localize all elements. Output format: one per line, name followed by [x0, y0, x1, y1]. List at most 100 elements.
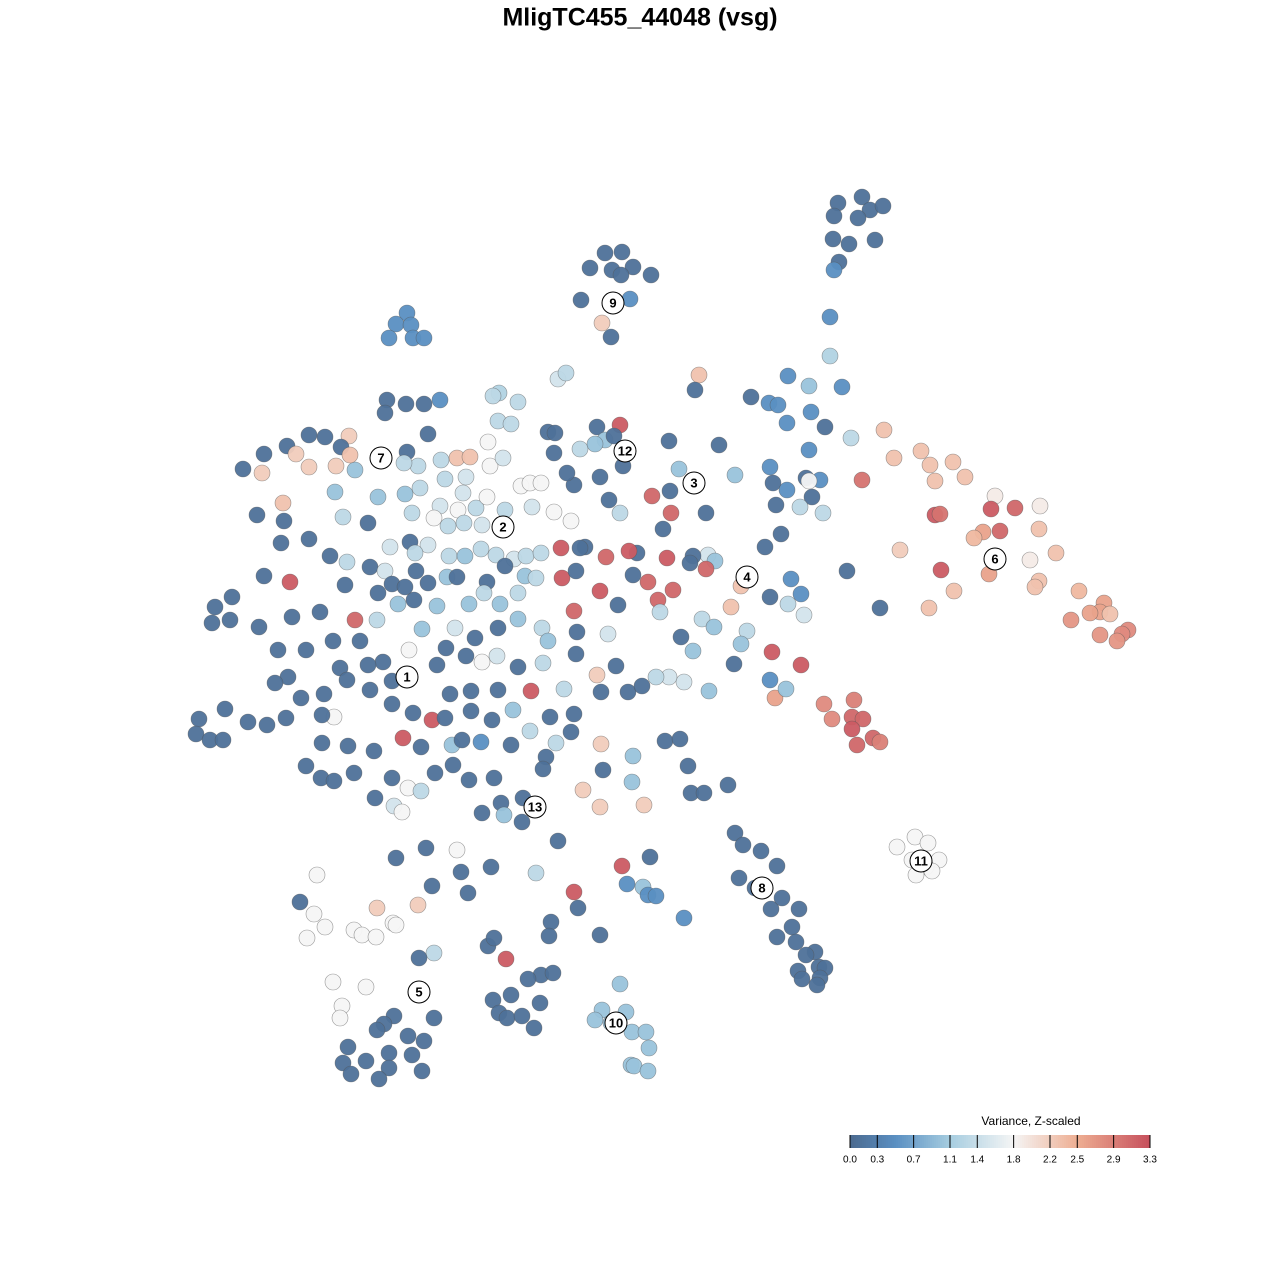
colorbar-tick-label: 1.4 [970, 1155, 984, 1166]
colorbar-segment [894, 1135, 897, 1148]
point [586, 435, 604, 453]
cluster-label: 12 [618, 443, 632, 458]
point [588, 666, 606, 684]
point [814, 504, 832, 522]
colorbar-segment [1092, 1135, 1095, 1148]
point [374, 653, 392, 671]
point [599, 625, 617, 643]
point [681, 554, 699, 572]
point [336, 576, 354, 594]
colorbar-segment [928, 1135, 931, 1148]
point [380, 1044, 398, 1062]
point [396, 578, 414, 596]
point [359, 656, 377, 674]
point [462, 702, 480, 720]
point [565, 883, 583, 901]
cluster-label: 13 [528, 799, 542, 814]
point [281, 573, 299, 591]
point [772, 525, 790, 543]
colorbar-segment [950, 1135, 953, 1148]
colorbar-segment [1102, 1135, 1105, 1148]
point [255, 567, 273, 585]
colorbar-segment [914, 1135, 917, 1148]
point [478, 488, 496, 506]
colorbar-segment [998, 1135, 1001, 1148]
point [277, 709, 295, 727]
colorbar-segment [1122, 1135, 1125, 1148]
point [368, 899, 386, 917]
point [380, 329, 398, 347]
cluster-label: 6 [991, 551, 998, 566]
point [640, 1039, 658, 1057]
point [821, 347, 839, 365]
point [546, 424, 564, 442]
point [482, 858, 500, 876]
point [525, 1019, 543, 1037]
point [791, 498, 809, 516]
point [255, 445, 273, 463]
colorbar-segment [856, 1135, 859, 1148]
point [387, 916, 405, 934]
point [440, 547, 458, 565]
point [756, 538, 774, 556]
point [602, 328, 620, 346]
point [394, 729, 412, 747]
point [419, 425, 437, 443]
point [405, 591, 423, 609]
colorbar-segment [996, 1135, 999, 1148]
cluster-marker [523, 795, 547, 819]
point [366, 789, 384, 807]
point [532, 474, 550, 492]
point [891, 541, 909, 559]
point [609, 596, 627, 614]
point [637, 1023, 655, 1041]
point [956, 468, 974, 486]
point [553, 569, 571, 587]
colorbar-tick-label: 2.9 [1107, 1155, 1121, 1166]
colorbar-segment [858, 1135, 861, 1148]
cluster-marker [909, 849, 933, 873]
point [346, 611, 364, 629]
colorbar-segment [1028, 1135, 1031, 1148]
colorbar-segment [880, 1135, 883, 1148]
point [357, 978, 375, 996]
colorbar-segment [1096, 1135, 1099, 1148]
point [413, 1062, 431, 1080]
colorbar-segment [1072, 1135, 1075, 1148]
colorbar-segment [868, 1135, 871, 1148]
colorbar-segment [944, 1135, 947, 1148]
point [324, 632, 342, 650]
colorbar-segment [970, 1135, 973, 1148]
point [489, 619, 507, 637]
point [618, 875, 636, 893]
colorbar-title: Variance, Z-scaled [981, 1114, 1080, 1128]
colorbar-segment [916, 1135, 919, 1148]
colorbar-segment [1148, 1135, 1151, 1148]
colorbar-segment [936, 1135, 939, 1148]
point [461, 448, 479, 466]
point [613, 857, 631, 875]
point [596, 244, 614, 262]
point [403, 1046, 421, 1064]
point [797, 946, 815, 964]
point [932, 561, 950, 579]
point [611, 504, 629, 522]
colorbar-segment [1058, 1135, 1061, 1148]
point [593, 314, 611, 332]
point [457, 647, 475, 665]
point [571, 440, 589, 458]
point [802, 403, 820, 421]
point [534, 760, 552, 778]
colorbar-segment [926, 1135, 929, 1148]
point [300, 530, 318, 548]
colorbar-segment [920, 1135, 923, 1148]
point [396, 485, 414, 503]
point [275, 512, 293, 530]
point [795, 606, 813, 624]
colorbar-segment [1086, 1135, 1089, 1148]
point [825, 207, 843, 225]
point [562, 512, 580, 530]
point [912, 442, 930, 460]
point [527, 569, 545, 587]
point [641, 848, 659, 866]
